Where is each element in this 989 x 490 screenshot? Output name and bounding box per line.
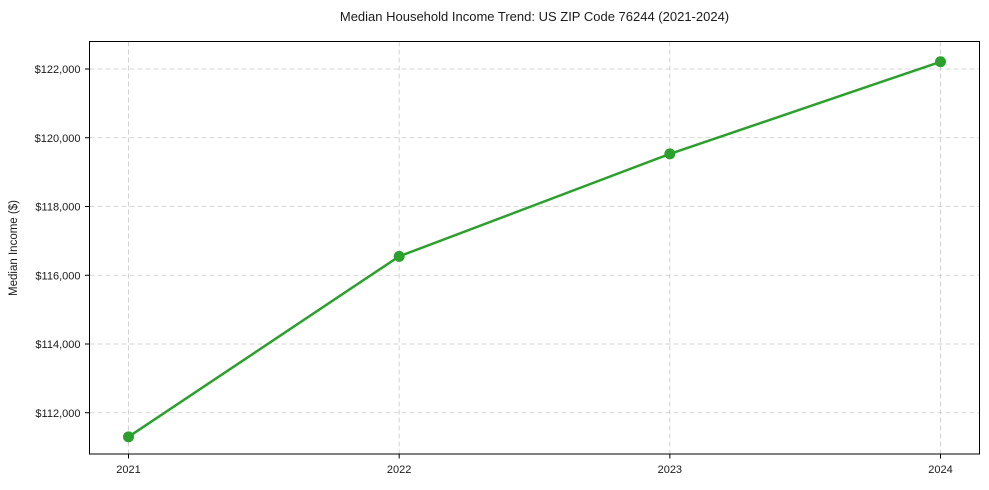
x-tick-label: 2023 [658,464,682,476]
chart-title: Median Household Income Trend: US ZIP Co… [339,9,730,24]
data-point-marker [393,250,405,262]
y-tick-label: $122,000 [35,64,81,76]
y-tick-label: $118,000 [35,202,80,214]
y-tick-label: $112,000 [35,408,80,420]
y-tick-label: $120,000 [35,133,81,145]
data-point-marker [935,56,946,68]
plot-border [89,41,980,455]
y-tick-label: $114,000 [35,339,80,351]
y-tick-label: $116,000 [35,270,80,282]
x-tick-label: 2024 [928,464,952,476]
income-trend-line [127,60,942,439]
data-point-marker [664,148,676,160]
x-tick-label: 2022 [387,464,411,476]
x-tick-label: 2021 [116,464,140,476]
data-point-marker [123,431,134,443]
